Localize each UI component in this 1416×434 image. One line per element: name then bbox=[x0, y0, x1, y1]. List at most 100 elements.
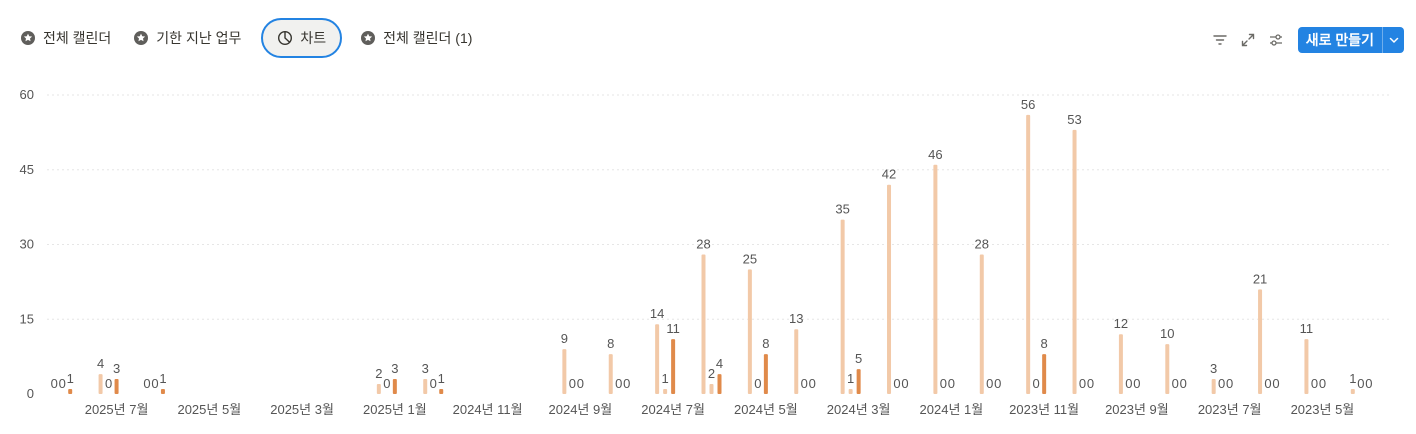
data-label: 8 bbox=[1041, 336, 1048, 351]
bar bbox=[701, 254, 706, 394]
bar bbox=[439, 389, 444, 394]
data-label: 0 bbox=[623, 376, 630, 391]
data-label: 0 bbox=[1180, 376, 1187, 391]
data-label: 0 bbox=[1264, 376, 1271, 391]
data-label: 0 bbox=[151, 376, 158, 391]
data-label: 11 bbox=[666, 321, 680, 336]
expand-icon[interactable] bbox=[1234, 27, 1262, 53]
data-label: 1 bbox=[67, 371, 74, 386]
x-tick-label: 2024년 11월 bbox=[453, 402, 523, 417]
settings-sliders-icon[interactable] bbox=[1262, 27, 1290, 53]
bar bbox=[709, 384, 714, 394]
data-label: 0 bbox=[569, 376, 576, 391]
y-tick-label: 15 bbox=[20, 311, 34, 326]
data-label: 0 bbox=[577, 376, 584, 391]
bar bbox=[794, 329, 799, 394]
pie-chart-icon bbox=[277, 30, 293, 46]
data-label: 0 bbox=[1226, 376, 1233, 391]
data-label: 25 bbox=[743, 251, 757, 266]
new-button[interactable]: 새로 만들기 bbox=[1305, 32, 1374, 48]
data-label: 28 bbox=[975, 236, 989, 251]
data-label: 0 bbox=[940, 376, 947, 391]
data-label: 0 bbox=[994, 376, 1001, 391]
bar bbox=[562, 349, 567, 394]
bar bbox=[763, 354, 768, 394]
bar bbox=[1211, 379, 1216, 394]
data-label: 0 bbox=[1272, 376, 1279, 391]
filter-icon[interactable] bbox=[1206, 27, 1234, 53]
data-label: 13 bbox=[789, 311, 803, 326]
data-label: 42 bbox=[882, 167, 896, 182]
tab-chart[interactable]: 차트 bbox=[261, 18, 343, 58]
bar bbox=[1118, 334, 1123, 394]
data-label: 0 bbox=[1357, 376, 1364, 391]
view-actions: 새로 만들기 bbox=[1206, 27, 1404, 53]
bar bbox=[979, 254, 984, 394]
data-label: 0 bbox=[105, 376, 112, 391]
tab-all-calendar-1[interactable]: 전체 캘린더 (1) bbox=[350, 18, 482, 58]
data-label: 1 bbox=[1349, 371, 1356, 386]
data-label: 0 bbox=[1125, 376, 1132, 391]
data-label: 3 bbox=[391, 361, 398, 376]
data-label: 28 bbox=[696, 236, 710, 251]
tab-label: 전체 캘린더 (1) bbox=[383, 30, 473, 46]
bar bbox=[747, 269, 752, 394]
x-tick-label: 2024년 7월 bbox=[641, 402, 705, 417]
data-label: 0 bbox=[1079, 376, 1086, 391]
data-label: 5 bbox=[855, 351, 862, 366]
bar bbox=[114, 379, 119, 394]
bar bbox=[98, 374, 103, 394]
data-label: 46 bbox=[928, 147, 942, 162]
bar bbox=[376, 384, 381, 394]
bar bbox=[423, 379, 428, 394]
data-label: 0 bbox=[809, 376, 816, 391]
data-label: 4 bbox=[97, 356, 104, 371]
x-tick-label: 2025년 1월 bbox=[363, 402, 427, 417]
data-label: 3 bbox=[422, 361, 429, 376]
bar bbox=[1304, 339, 1309, 394]
data-label: 2 bbox=[375, 366, 382, 381]
star-circle-icon bbox=[360, 30, 376, 46]
data-label: 53 bbox=[1067, 112, 1081, 127]
chevron-down-icon[interactable] bbox=[1382, 27, 1404, 53]
bar bbox=[856, 369, 861, 394]
bar bbox=[1026, 114, 1031, 394]
bar bbox=[840, 219, 845, 394]
data-label: 0 bbox=[143, 376, 150, 391]
x-tick-label: 2024년 3월 bbox=[827, 402, 891, 417]
bar bbox=[717, 374, 722, 394]
data-label: 0 bbox=[1365, 376, 1372, 391]
data-label: 8 bbox=[607, 336, 614, 351]
data-label: 2 bbox=[708, 366, 715, 381]
data-label: 0 bbox=[1319, 376, 1326, 391]
bar bbox=[392, 379, 397, 394]
data-label: 0 bbox=[430, 376, 437, 391]
tab-all-calendar[interactable]: 전체 캘린더 bbox=[10, 18, 121, 58]
data-label: 1 bbox=[438, 371, 445, 386]
data-label: 0 bbox=[615, 376, 622, 391]
data-label: 0 bbox=[1311, 376, 1318, 391]
data-label: 4 bbox=[716, 356, 723, 371]
view-toolbar: 전체 캘린더 기한 지난 업무 차트 전체 캘린더 (1) bbox=[0, 0, 1416, 78]
data-label: 21 bbox=[1253, 271, 1267, 286]
data-label: 0 bbox=[1172, 376, 1179, 391]
data-label: 9 bbox=[561, 331, 568, 346]
tab-label: 전체 캘린더 bbox=[43, 30, 112, 46]
data-label: 0 bbox=[383, 376, 390, 391]
bar bbox=[160, 389, 165, 394]
data-label: 3 bbox=[1210, 361, 1217, 376]
bar bbox=[68, 389, 73, 394]
data-label: 10 bbox=[1160, 326, 1174, 341]
data-label: 12 bbox=[1114, 316, 1128, 331]
tab-overdue-tasks[interactable]: 기한 지난 업무 bbox=[123, 18, 251, 58]
data-label: 0 bbox=[986, 376, 993, 391]
bar bbox=[608, 354, 613, 394]
bar bbox=[1165, 344, 1170, 394]
data-label: 0 bbox=[59, 376, 66, 391]
data-label: 0 bbox=[1033, 376, 1040, 391]
y-tick-label: 30 bbox=[20, 237, 34, 252]
bar bbox=[1350, 389, 1355, 394]
bar bbox=[1258, 289, 1263, 394]
y-tick-label: 0 bbox=[27, 386, 34, 401]
